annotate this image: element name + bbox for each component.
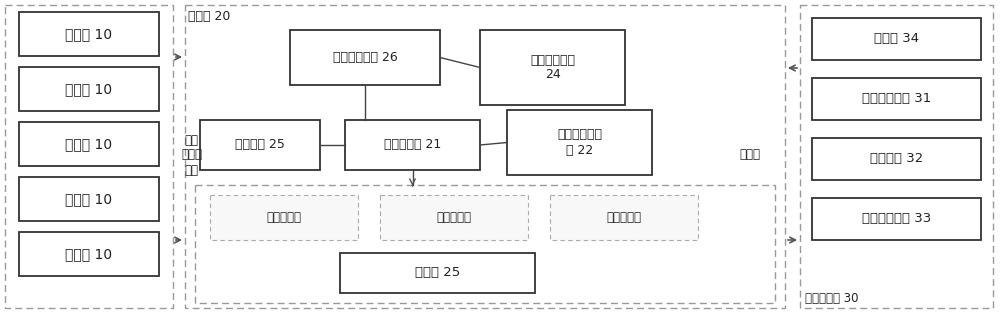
Text: 网络通信模块
24: 网络通信模块 24 xyxy=(530,54,575,81)
Text: 摄像头 10: 摄像头 10 xyxy=(65,137,113,151)
Bar xyxy=(19,177,159,221)
Bar xyxy=(812,18,981,60)
Text: 视频显示区: 视频显示区 xyxy=(266,211,302,224)
Text: 互联网: 互联网 xyxy=(740,148,761,162)
Bar xyxy=(812,138,981,180)
Bar xyxy=(185,5,785,308)
Bar xyxy=(19,122,159,166)
Text: 主芯片处理器 26: 主芯片处理器 26 xyxy=(333,51,397,64)
Bar xyxy=(507,110,652,175)
Bar xyxy=(19,67,159,111)
Bar xyxy=(480,30,625,105)
Text: 视频解码器 21: 视频解码器 21 xyxy=(384,138,441,151)
Bar xyxy=(345,120,480,170)
Text: 审核单元 32: 审核单元 32 xyxy=(870,152,923,166)
Text: 电源模块 25: 电源模块 25 xyxy=(235,138,285,151)
Bar xyxy=(290,30,440,85)
Bar xyxy=(200,120,320,170)
Text: 同一
局域网
连接: 同一 局域网 连接 xyxy=(181,134,202,177)
Text: 摄像头 10: 摄像头 10 xyxy=(65,82,113,96)
Text: 摄像头 10: 摄像头 10 xyxy=(65,247,113,261)
Bar xyxy=(800,5,993,308)
Bar xyxy=(380,195,528,240)
Bar xyxy=(340,253,535,293)
Text: 显示屏 25: 显示屏 25 xyxy=(415,266,460,280)
Bar xyxy=(550,195,698,240)
Text: 广告机 20: 广告机 20 xyxy=(188,11,230,23)
Text: 云端服务器 30: 云端服务器 30 xyxy=(805,291,858,305)
Bar xyxy=(195,185,775,303)
Text: 图片显示区: 图片显示区 xyxy=(436,211,472,224)
Bar xyxy=(19,12,159,56)
Text: 终端管理单元 31: 终端管理单元 31 xyxy=(862,93,931,105)
Bar xyxy=(812,198,981,240)
Text: 多媒体同步模
块 22: 多媒体同步模 块 22 xyxy=(557,129,602,156)
Text: 摄像头 10: 摄像头 10 xyxy=(65,27,113,41)
Bar xyxy=(5,5,173,308)
Bar xyxy=(19,232,159,276)
Text: 播出管理单元 33: 播出管理单元 33 xyxy=(862,213,931,225)
Text: 摄像头 10: 摄像头 10 xyxy=(65,192,113,206)
Text: 数据库 34: 数据库 34 xyxy=(874,33,919,45)
Bar xyxy=(812,78,981,120)
Text: 图片显示区: 图片显示区 xyxy=(606,211,642,224)
Bar xyxy=(210,195,358,240)
